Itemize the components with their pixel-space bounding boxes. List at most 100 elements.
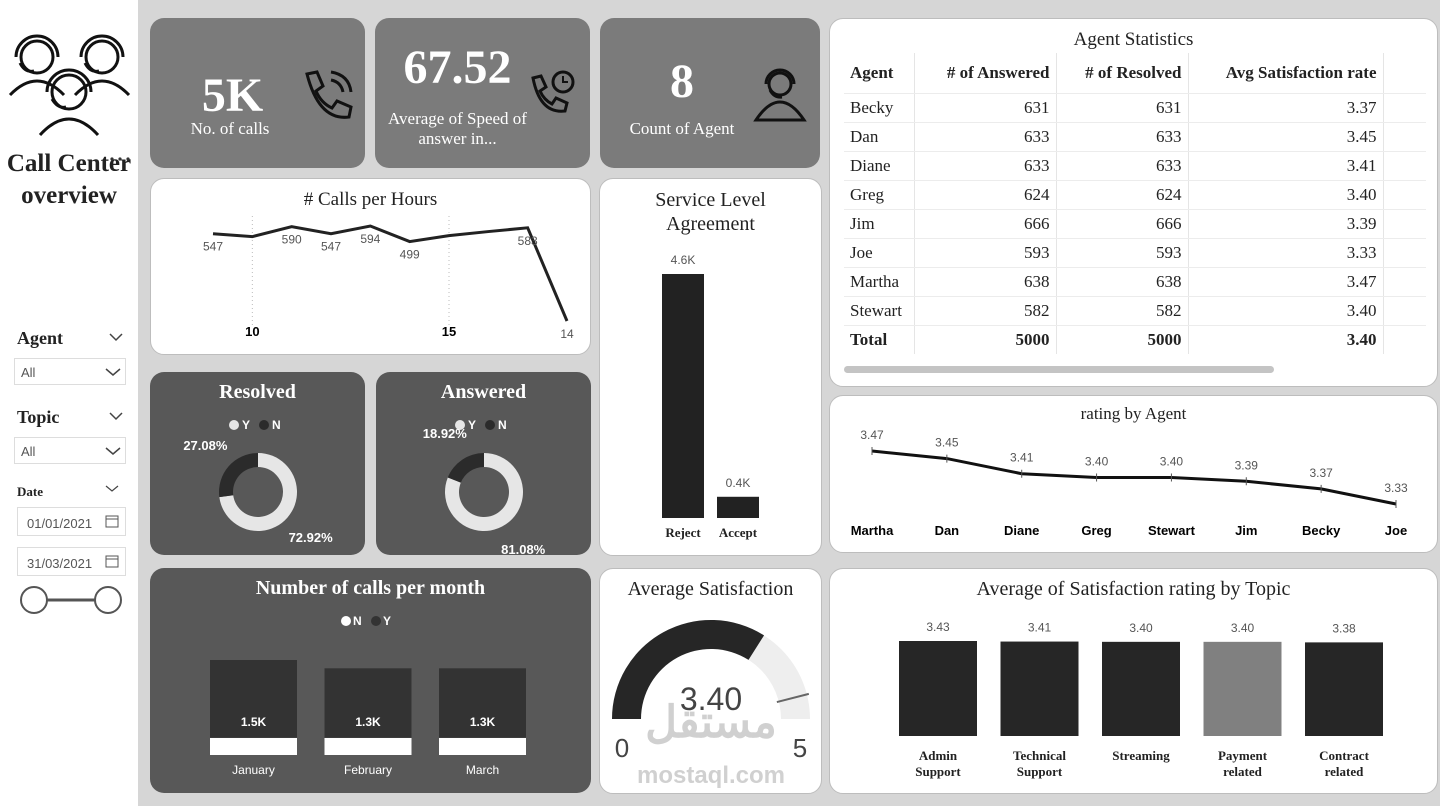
donut-segment [219, 453, 297, 531]
data-label: 27.08% [183, 438, 228, 453]
cell: Diane [844, 151, 915, 181]
card-title: Service Level Agreement [655, 189, 766, 235]
bar-card: Service Level Agreement 4.6K 0.4K Reject A… [599, 178, 822, 556]
data-label: 3.39 [1235, 458, 1259, 472]
bar-card: Average of Satisfaction rating by Topic … [829, 568, 1438, 794]
date-slider[interactable] [18, 584, 128, 616]
phone-clock-icon [531, 70, 575, 113]
card-title: # Calls per Hours [303, 189, 438, 210]
gauge-value-label: 3.40 [680, 681, 742, 717]
x-tick-label: 10 [245, 324, 259, 339]
x-tick-label: Dan [935, 523, 960, 538]
card-title: rating by Agent [1080, 404, 1187, 423]
cell: 3.40 [1188, 180, 1384, 210]
data-label: 3.41 [1010, 451, 1034, 465]
table-row: Martha 638 638 3.47 [844, 267, 1426, 297]
scrollbar[interactable] [844, 366, 1274, 373]
kpi-card: 5K No. of calls [150, 18, 365, 168]
filter-dropdown[interactable]: All [14, 437, 126, 464]
more-options[interactable] [108, 155, 134, 163]
legend-label: N [353, 614, 362, 628]
x-tick-label: January [232, 763, 275, 777]
bar [1305, 642, 1383, 736]
bar [1000, 641, 1079, 736]
chevron[interactable] [108, 411, 124, 421]
cell: 5000 [1056, 325, 1189, 354]
gauge-max: 5 [793, 733, 807, 763]
cell: 3.41 [1188, 151, 1384, 181]
bar-chart: 4.6K 0.4K [662, 253, 759, 518]
phone-icon [305, 70, 353, 119]
line [212, 224, 569, 322]
bar-segment [324, 668, 412, 738]
card-title: Resolved [219, 381, 296, 403]
data-label: 4.6K [671, 253, 696, 267]
gauge-min: 0 [615, 733, 629, 763]
cell: 593 [1056, 238, 1189, 268]
filter-dropdown[interactable]: All [14, 358, 126, 385]
chevron[interactable] [108, 332, 124, 342]
data-label: 72.92% [289, 530, 334, 545]
bar-segment [210, 660, 297, 738]
table-head: Agent # of Answered # of Resolved Avg Satis… [844, 53, 1426, 94]
data-label: 547 [203, 240, 223, 254]
x-tick-label: Jim [1235, 523, 1257, 538]
legend-swatch [371, 616, 381, 626]
watermark: mostaql.com [637, 762, 785, 789]
x-tick-label: Contract related [1319, 748, 1369, 779]
data-label: 547 [321, 240, 341, 254]
gauge-target [776, 692, 810, 704]
cell: 3.33 [1188, 238, 1384, 268]
card-title: Average Satisfaction [627, 578, 794, 600]
x-tick-label: Reject [665, 525, 701, 540]
cell: Joe [844, 238, 915, 268]
cell-empty [1383, 209, 1426, 239]
data-label: 1.3K [355, 715, 381, 729]
donut-chart: Y N 72.92% 27.08% [183, 418, 334, 545]
legend-swatch [455, 420, 465, 430]
stacked-bar-card: Number of calls per month N Y 1.5K January 1… [150, 568, 591, 793]
date-value: 31/03/2021 [27, 556, 93, 571]
donut-chart: Y N 81.08% 18.92% [423, 418, 546, 555]
table-row: Dan 633 633 3.45 [844, 122, 1426, 152]
card-title: Number of calls per month [255, 577, 486, 599]
cell: 3.39 [1188, 209, 1384, 239]
chevron[interactable] [104, 484, 120, 494]
card-title: Answered [440, 381, 527, 403]
cell-empty [1383, 267, 1426, 297]
filter-label: Agent [17, 328, 63, 348]
x-tick-label: Accept [718, 525, 758, 540]
stacked-bar-chart: N Y 1.5K January 1.3K February 1.3K March [210, 614, 526, 777]
table-card: Agent Statistics Agent # of Answered # of … [829, 18, 1438, 387]
data-label: 594 [360, 232, 380, 246]
cell-empty [1383, 296, 1426, 326]
bar [1203, 641, 1282, 736]
cell-empty [1383, 151, 1426, 181]
legend-label: Y [242, 418, 250, 432]
cell: 638 [914, 267, 1057, 297]
cell: 633 [1056, 151, 1189, 181]
data-label: 590 [282, 233, 302, 247]
cell: Stewart [844, 296, 915, 326]
filter-label: Topic [17, 407, 60, 427]
x-tick-label: Stewart [1148, 523, 1196, 538]
data-label: 3.40 [1085, 455, 1109, 469]
x-tick-label: Technical Support [1013, 748, 1066, 779]
legend-label: Y [383, 614, 391, 628]
total-row: Total 5000 5000 3.40 [844, 325, 1426, 354]
agent-icon [753, 68, 807, 122]
cell: Jim [844, 209, 915, 239]
date-start[interactable]: 01/01/2021 [17, 507, 126, 536]
card-title: Average of Satisfaction rating by Topic [976, 578, 1291, 600]
date-end[interactable]: 31/03/2021 [17, 547, 126, 576]
x-tick-label: Admin Support [915, 748, 961, 779]
table-row: Greg 624 624 3.40 [844, 180, 1426, 210]
cell: 633 [914, 151, 1057, 181]
kpi-card: 8 Count of Agent [600, 18, 820, 168]
cell: 5000 [914, 325, 1057, 354]
kpi-value: 5K [201, 69, 264, 122]
table-row: Diane 633 633 3.41 [844, 151, 1426, 181]
cell: Becky [844, 93, 915, 123]
cell: 631 [914, 93, 1057, 123]
